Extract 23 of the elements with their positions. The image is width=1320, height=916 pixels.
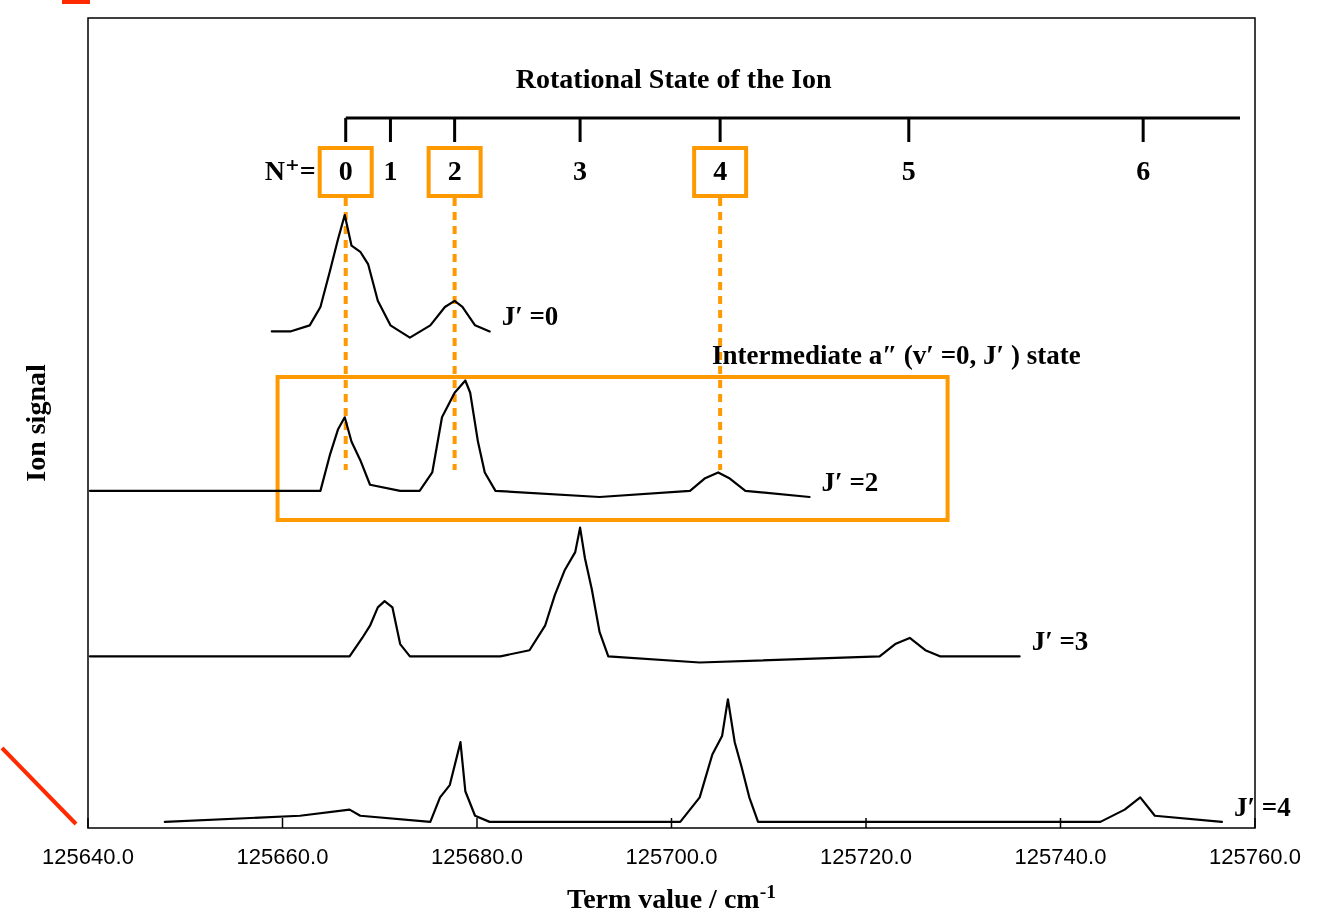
annotation: 5 (901, 155, 916, 186)
text: N⁺= (264, 155, 316, 186)
x-tick-label: 125640.0 (42, 844, 134, 869)
annotation: 0 (338, 155, 353, 186)
series-label: J′ =3 (1031, 626, 1089, 657)
annotation: 2 (447, 155, 462, 186)
x-tick-label: 125700.0 (625, 844, 718, 869)
x-axis-title: Term value / cm$^{-1}$ (567, 880, 776, 914)
x-tick-label: 125740.0 (1014, 844, 1107, 869)
x-tick-label: 125760.0 (1209, 844, 1301, 869)
series-label: J′ =2 (821, 466, 879, 497)
text: Rotational State of the Ion (515, 63, 833, 94)
y-axis-title: Ion signal (20, 364, 51, 482)
series-label: J′ =4 (1233, 791, 1291, 822)
series-label: J′ =0 (501, 301, 559, 332)
annotation: 1 (383, 155, 398, 186)
annotation: Intermediate a″ (v′ =0, J′ ) state (712, 340, 1081, 370)
x-tick-label: 125660.0 (236, 844, 329, 869)
annotation: 6 (1136, 155, 1151, 186)
annotation: 3 (573, 155, 588, 186)
x-tick-label: 125720.0 (820, 844, 912, 869)
annotation: 4 (713, 155, 728, 186)
x-tick-label: 125680.0 (431, 844, 523, 869)
